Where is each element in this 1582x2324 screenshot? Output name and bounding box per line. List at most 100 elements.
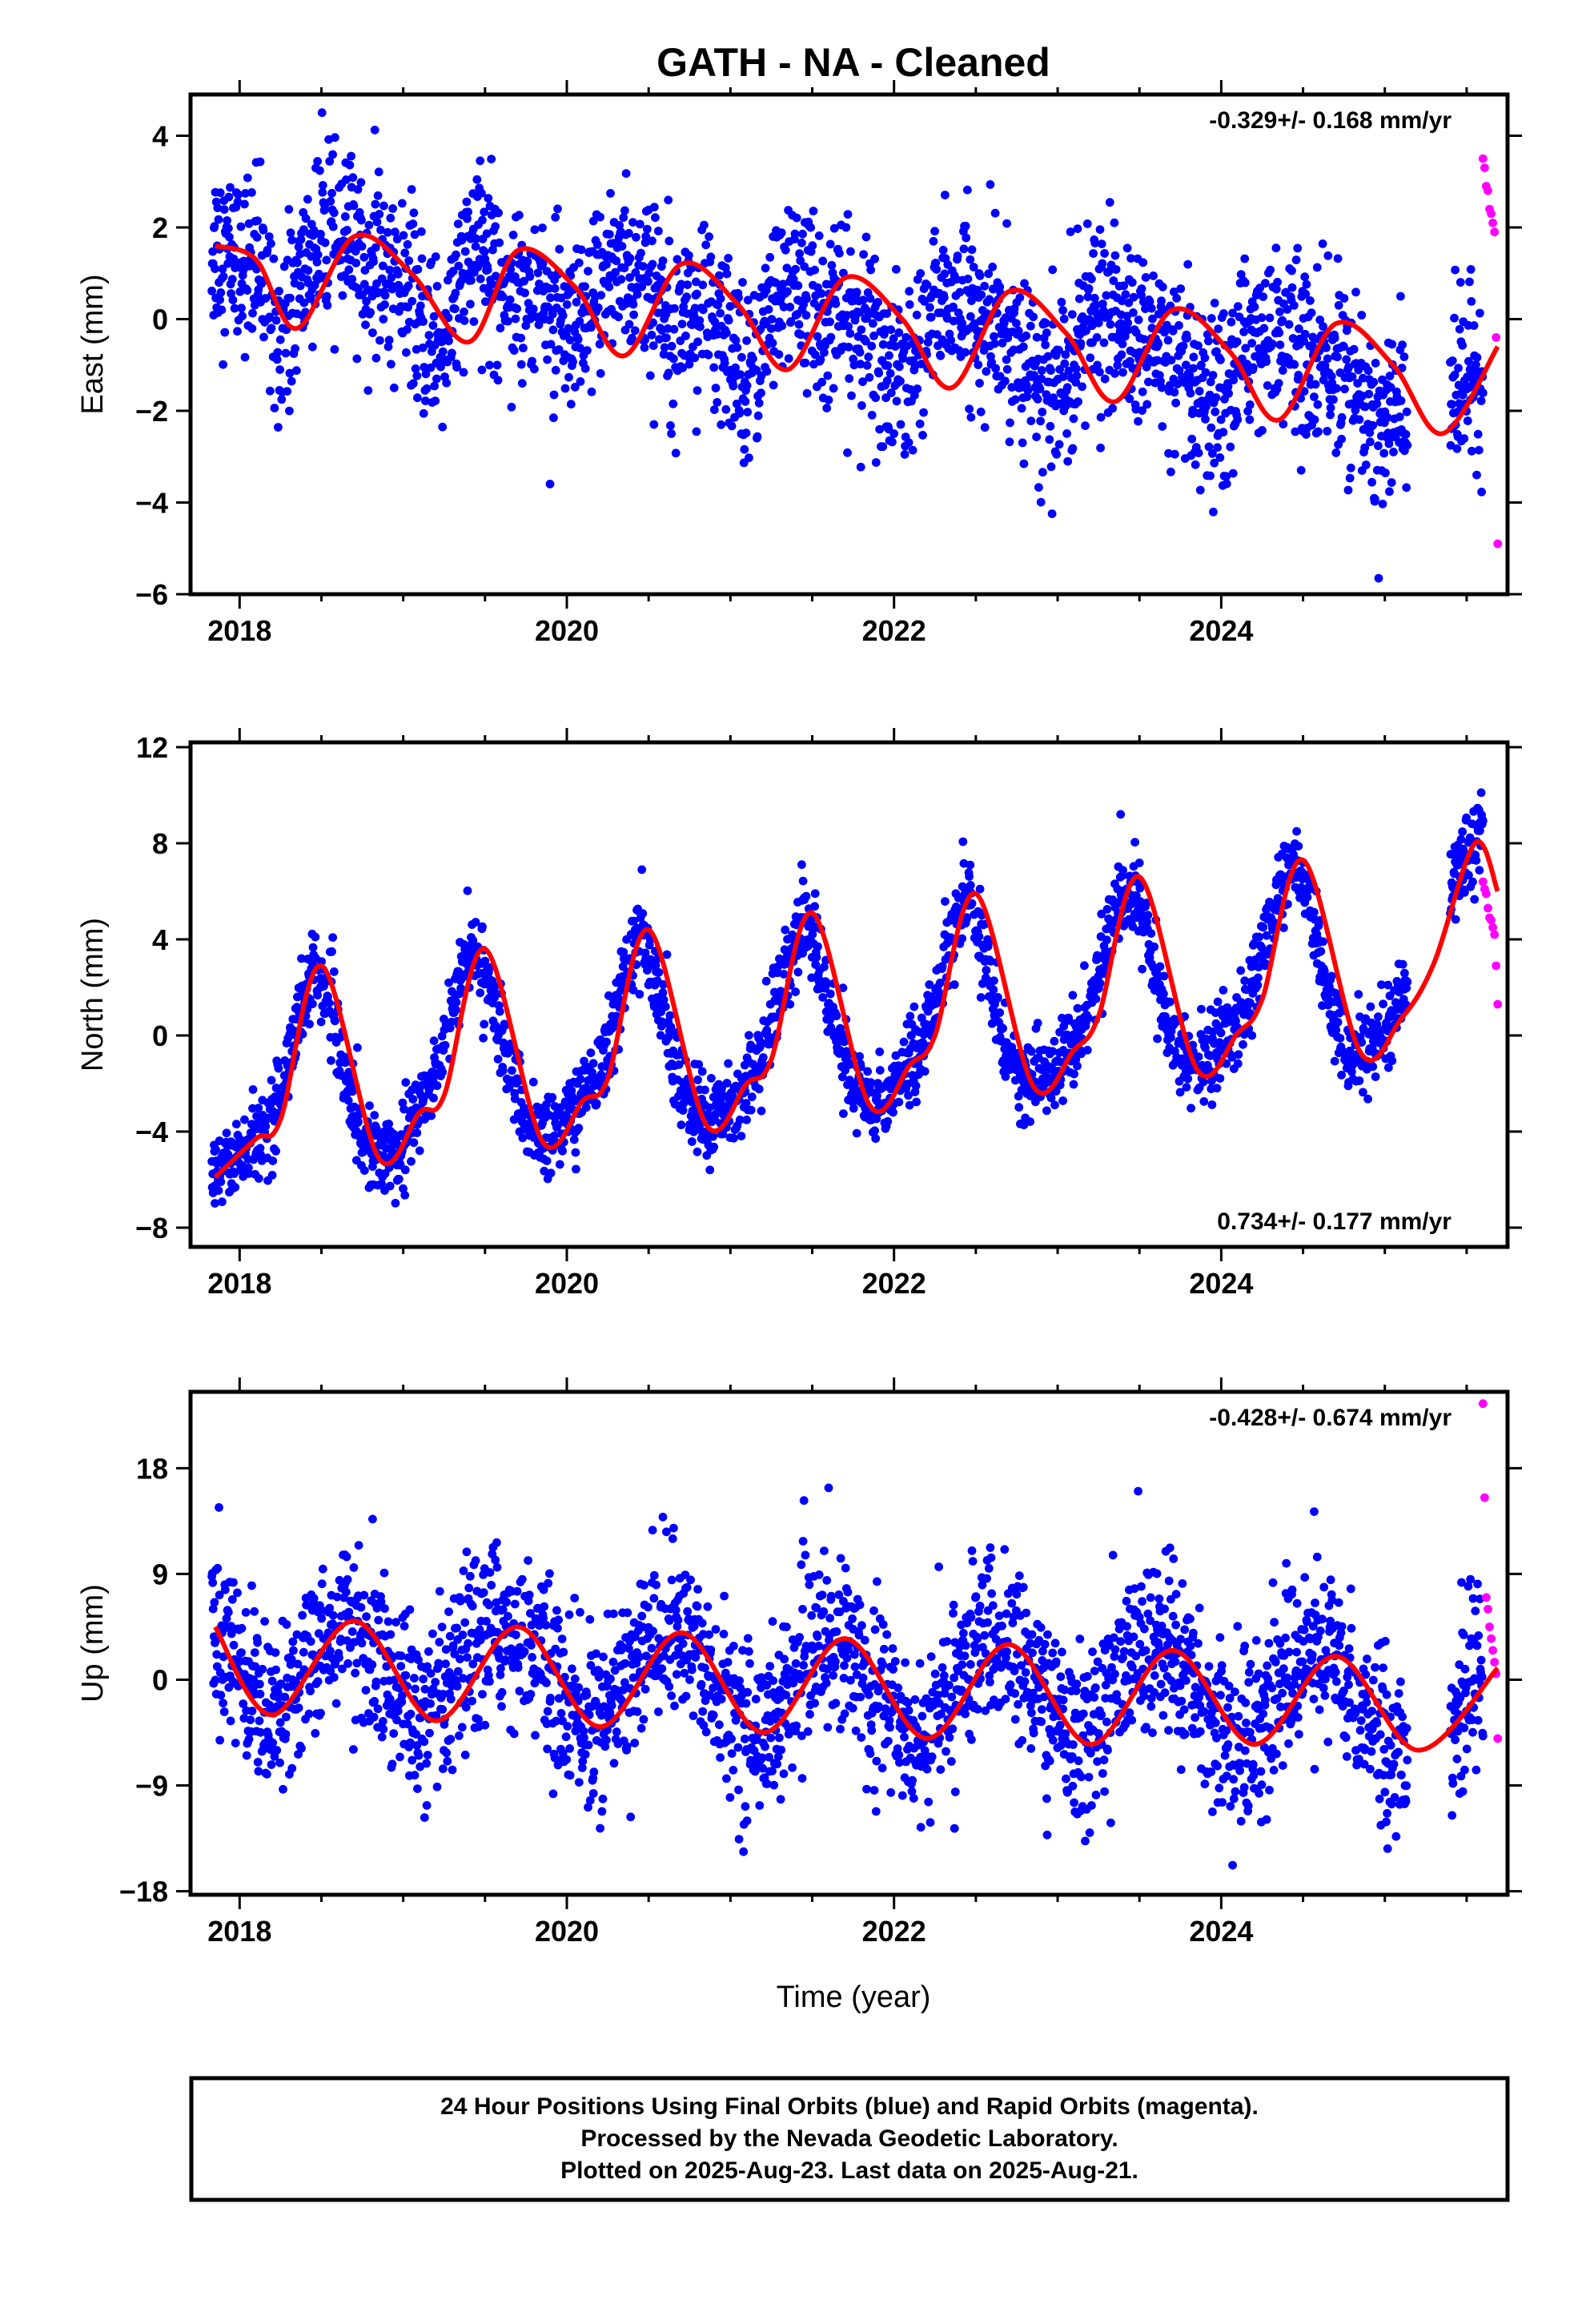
final-point <box>456 983 465 993</box>
final-point <box>431 252 440 261</box>
final-point <box>348 173 358 183</box>
final-point <box>469 317 479 326</box>
final-point <box>1117 350 1126 360</box>
final-point <box>841 223 851 232</box>
final-point <box>926 303 934 312</box>
final-point <box>285 406 294 416</box>
final-point <box>1026 416 1036 425</box>
final-point <box>438 422 448 432</box>
final-point <box>327 188 336 198</box>
final-point <box>1208 1027 1218 1036</box>
final-point <box>550 1131 559 1140</box>
rapid-point <box>1480 163 1489 173</box>
final-point <box>829 384 838 393</box>
final-point <box>1215 1074 1225 1083</box>
final-point <box>995 282 1005 292</box>
final-point <box>1331 448 1341 457</box>
final-point <box>693 1147 702 1156</box>
final-point <box>452 363 461 372</box>
final-point <box>1296 465 1306 475</box>
final-point <box>1138 258 1148 267</box>
final-point <box>693 1076 702 1084</box>
final-point <box>240 352 250 362</box>
final-point <box>299 298 309 308</box>
final-point <box>648 341 658 350</box>
final-point <box>962 233 971 243</box>
final-point <box>1069 1080 1078 1089</box>
final-point <box>1046 366 1055 375</box>
final-point <box>858 377 867 387</box>
final-point <box>713 398 722 407</box>
final-point <box>738 278 747 287</box>
final-point <box>611 267 620 277</box>
final-point <box>1302 279 1311 289</box>
final-point <box>378 261 387 271</box>
final-point <box>354 1117 363 1127</box>
final-point <box>264 232 274 241</box>
final-point <box>649 203 659 211</box>
final-point <box>1357 1038 1367 1047</box>
final-point <box>328 150 337 159</box>
final-point <box>654 967 664 977</box>
final-point <box>792 213 801 223</box>
final-point <box>1473 429 1483 439</box>
final-point <box>690 353 700 363</box>
final-point <box>1247 339 1257 348</box>
final-point <box>395 1175 404 1184</box>
final-point <box>800 262 809 271</box>
final-point <box>471 242 480 251</box>
final-point <box>1082 326 1091 336</box>
final-point <box>990 208 1000 218</box>
final-point <box>1268 340 1277 348</box>
final-point <box>253 216 262 225</box>
final-point <box>852 287 861 297</box>
final-point <box>1456 834 1466 844</box>
final-point <box>1002 219 1011 228</box>
final-point <box>548 325 558 335</box>
final-point <box>1165 380 1174 390</box>
final-point <box>279 262 289 271</box>
final-point <box>413 393 422 403</box>
final-point <box>693 289 701 299</box>
final-point <box>1155 962 1165 971</box>
final-point <box>898 354 908 364</box>
final-point <box>1360 443 1370 452</box>
final-point <box>857 325 866 334</box>
final-point <box>1310 392 1319 401</box>
final-point <box>920 1067 930 1076</box>
final-point <box>480 207 489 217</box>
final-point <box>982 975 991 984</box>
final-point <box>1173 380 1182 388</box>
final-point <box>293 992 302 1002</box>
final-point <box>1186 1104 1195 1113</box>
final-point <box>889 1108 897 1117</box>
final-point <box>1208 371 1218 380</box>
final-point <box>1239 328 1248 336</box>
final-point <box>1472 353 1482 362</box>
final-point <box>1211 393 1221 402</box>
final-point <box>661 1002 670 1011</box>
final-point <box>665 236 674 246</box>
north-final-points <box>207 788 1488 1208</box>
final-point <box>1300 329 1310 339</box>
final-point <box>216 288 226 297</box>
final-point <box>722 328 731 338</box>
final-point <box>1094 318 1103 328</box>
final-point <box>669 354 678 364</box>
final-point <box>1022 331 1031 340</box>
final-point <box>647 330 656 340</box>
final-point <box>967 899 977 908</box>
x-tick-label: 2022 <box>862 1267 926 1300</box>
final-point <box>328 933 337 942</box>
final-point <box>1374 1012 1383 1022</box>
final-point <box>254 1174 263 1183</box>
final-point <box>1042 328 1051 337</box>
final-point <box>826 332 836 342</box>
final-point <box>661 310 671 319</box>
final-point <box>852 1128 861 1138</box>
final-point <box>786 317 796 326</box>
final-point <box>1224 369 1234 378</box>
final-point <box>705 232 713 241</box>
final-point <box>1048 265 1058 275</box>
final-point <box>961 221 970 231</box>
